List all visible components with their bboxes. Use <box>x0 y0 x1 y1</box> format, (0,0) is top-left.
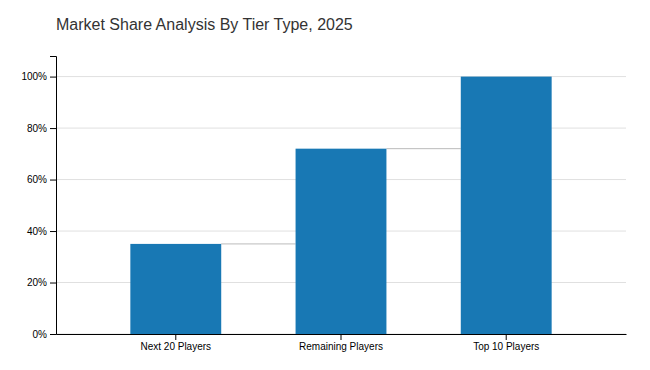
tick-mark <box>50 231 56 232</box>
tick-label: 20% <box>27 277 47 288</box>
tick-label: 100% <box>21 71 47 82</box>
grid <box>56 77 626 334</box>
plot-area: 0% 20% 40% 60% 80% 100% Next 20 Players Remaini… <box>21 57 626 353</box>
tick-mark <box>50 334 56 335</box>
x-tick: Remaining Players <box>299 334 383 352</box>
tick-mark <box>341 334 342 340</box>
bar <box>130 244 221 334</box>
x-tick: Next 20 Players <box>140 334 211 352</box>
axis-line <box>50 57 57 335</box>
tick-mark <box>506 334 507 340</box>
marks <box>130 77 551 334</box>
tick-label: 80% <box>27 123 47 134</box>
connector <box>386 148 460 149</box>
y-axis: 0% 20% 40% 60% 80% 100% <box>21 57 56 340</box>
tick-label: Remaining Players <box>299 341 383 352</box>
bar <box>296 149 387 334</box>
bar <box>461 77 552 334</box>
y-tick: 80% <box>27 123 56 134</box>
chart-svg: Market Share Analysis By Tier Type, 2025… <box>0 0 650 370</box>
y-tick: 100% <box>21 71 56 82</box>
y-tick: 0% <box>33 329 56 340</box>
connector <box>221 243 295 244</box>
tick-mark <box>175 334 176 340</box>
tick-mark <box>50 283 56 284</box>
y-tick: 60% <box>27 174 56 185</box>
x-tick: Top 10 Players <box>473 334 539 352</box>
tick-label: Top 10 Players <box>473 341 539 352</box>
x-axis: Next 20 Players Remaining Players Top 10 P… <box>57 334 627 352</box>
tick-label: 40% <box>27 226 47 237</box>
chart-title: Market Share Analysis By Tier Type, 2025 <box>56 16 353 33</box>
tick-mark <box>50 128 56 129</box>
tick-mark <box>50 180 56 181</box>
tick-mark <box>50 77 56 78</box>
y-tick: 40% <box>27 226 56 237</box>
tick-label: 0% <box>33 329 48 340</box>
y-tick: 20% <box>27 277 56 288</box>
tick-label: 60% <box>27 174 47 185</box>
tick-label: Next 20 Players <box>140 341 211 352</box>
